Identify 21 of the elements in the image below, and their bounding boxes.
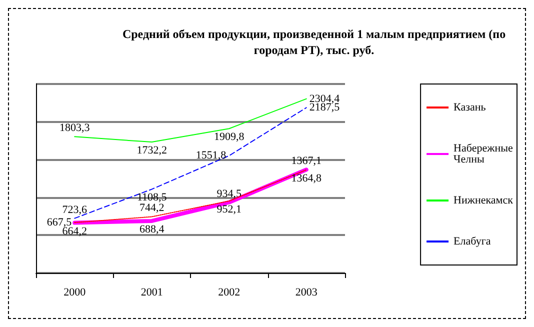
x-tick-label: 2000 (64, 286, 86, 298)
legend-label: Нижнекамск (454, 194, 514, 206)
data-label: 723,6 (62, 204, 88, 216)
chart-title: Средний объем продукции, произведенной 1 малым предприятием (по городам РТ), тыс. руб. (122, 27, 506, 57)
data-label: 1803,3 (60, 122, 90, 134)
legend-label: Набережные Челны (454, 142, 513, 166)
data-label: 1108,5 (136, 192, 168, 204)
x-tick-label: 2001 (140, 286, 163, 298)
data-label: 1909,8 (214, 131, 245, 144)
data-label: 744,2 (140, 202, 164, 214)
data-label: 1732,2 (136, 144, 167, 157)
x-tick-label: 2003 (295, 286, 318, 298)
data-label: 952,1 (216, 204, 242, 216)
data-label: 688,4 (140, 223, 165, 236)
legend-label: Елабуга (454, 236, 491, 248)
x-tick-label: 2002 (218, 286, 240, 298)
data-label: 1364,8 (291, 172, 322, 184)
legend-label: Казань (454, 102, 486, 114)
data-label: 1551,8 (196, 150, 227, 162)
data-label: 934,5 (216, 188, 242, 200)
data-label: 1367,1 (291, 155, 322, 168)
